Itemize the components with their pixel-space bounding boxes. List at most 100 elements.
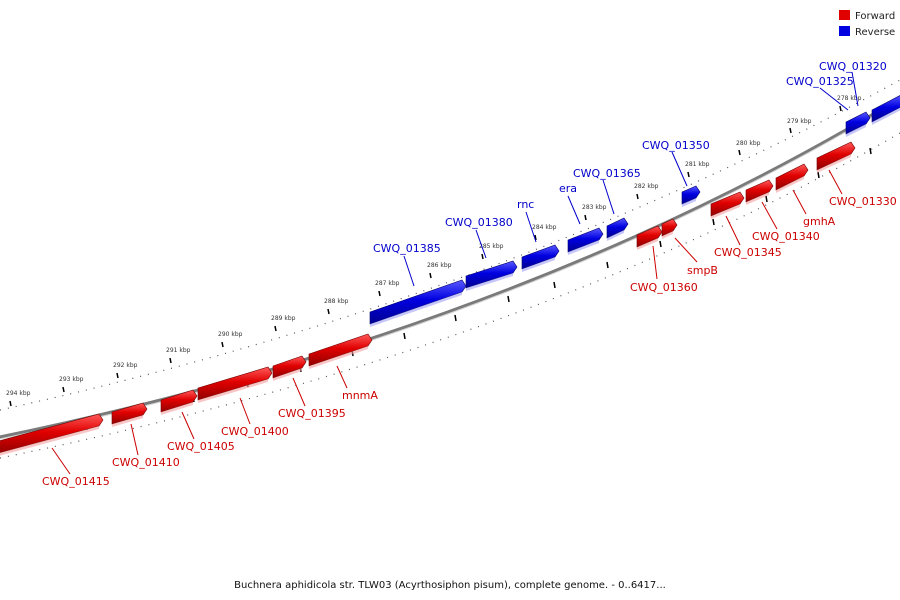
tick-label-288: 288 kbp xyxy=(324,298,349,305)
gene-feature-smpB[interactable] xyxy=(661,218,678,237)
genome-caption: Buchnera aphidicola str. TLW03 (Acyrthos… xyxy=(234,580,666,591)
gene-labels: CWQ_01320 CWQ_01325 CWQ_01350 CWQ_01365 … xyxy=(42,60,897,488)
major-tick xyxy=(454,314,457,322)
tick-label-292: 292 kbp xyxy=(113,362,138,369)
major-tick xyxy=(169,357,172,364)
major-tick xyxy=(712,218,715,226)
major-tick xyxy=(765,195,768,203)
major-tick xyxy=(584,214,587,221)
leader-line xyxy=(819,87,849,111)
gene-label-CWQ_01330: CWQ_01330 xyxy=(829,195,897,208)
tick-label-282: 282 kbp xyxy=(634,183,659,190)
leader-line xyxy=(475,229,487,259)
major-tick xyxy=(378,290,381,297)
gene-feature-CWQ_01325[interactable] xyxy=(845,111,871,135)
gene-feature-shadow xyxy=(112,415,143,427)
gene-feature-shadow xyxy=(872,107,900,125)
gene-label-CWQ_01350: CWQ_01350 xyxy=(642,139,710,152)
leader-line xyxy=(403,255,415,287)
upper-dotted-scale xyxy=(0,79,900,411)
tick-label-281: 281 kbp xyxy=(685,161,710,168)
gene-feature-CWQ_01320[interactable] xyxy=(871,95,900,123)
gene-label-CWQ_01365: CWQ_01365 xyxy=(573,167,641,180)
major-tick xyxy=(553,281,556,289)
leader-line xyxy=(851,71,859,107)
leader-line xyxy=(130,423,139,456)
major-tick xyxy=(659,240,662,248)
gene-feature-shadow xyxy=(637,238,658,250)
gene-feature-CWQ_01410[interactable] xyxy=(111,402,148,425)
major-tick xyxy=(9,400,12,407)
leader-line xyxy=(181,411,195,440)
major-tick xyxy=(534,234,537,241)
major-tick xyxy=(481,253,484,260)
major-tick xyxy=(789,127,792,134)
kbp-ticks: 278 kbp 279 kbp 280 kbp 281 kbp 282 kbp … xyxy=(0,79,900,459)
gene-feature-CWQ_01385[interactable] xyxy=(369,279,467,325)
gene-feature-CWQ_01405[interactable] xyxy=(160,389,198,413)
gene-label-rnc: rnc xyxy=(517,198,534,211)
leader-line xyxy=(828,169,843,195)
gene-feature-shadow xyxy=(161,402,193,415)
gene-feature-shadow xyxy=(568,240,599,255)
gene-label-CWQ_01395: CWQ_01395 xyxy=(278,407,346,420)
major-tick xyxy=(817,171,820,179)
gene-feature-shadow xyxy=(309,346,368,369)
gene-feature-shadow xyxy=(607,230,624,241)
gene-feature-CWQ_01395[interactable] xyxy=(272,355,307,379)
gene-feature-shadow xyxy=(846,124,866,137)
leader-line xyxy=(336,365,348,389)
gene-label-CWQ_01405: CWQ_01405 xyxy=(167,440,235,453)
leader-line xyxy=(725,215,741,246)
gene-feature-CWQ_01365[interactable] xyxy=(606,217,629,239)
gene-feature-CWQ_01345[interactable] xyxy=(710,191,745,217)
leader-line xyxy=(652,245,658,280)
tick-label-287: 287 kbp xyxy=(375,280,400,287)
major-tick xyxy=(606,261,609,269)
gene-feature-shadow xyxy=(522,257,555,272)
gene-feature-CWQ_01400[interactable] xyxy=(197,366,273,401)
gene-features xyxy=(0,95,900,456)
gene-label-CWQ_01325: CWQ_01325 xyxy=(786,75,854,88)
legend-label-forward: Forward xyxy=(855,11,895,22)
gene-feature-CWQ_01415[interactable] xyxy=(0,413,104,454)
major-tick xyxy=(221,341,224,348)
gene-label-CWQ_01380: CWQ_01380 xyxy=(445,216,513,229)
gene-label-gmhA: gmhA xyxy=(803,215,836,228)
tick-label-286: 286 kbp xyxy=(427,262,452,269)
gene-label-CWQ_01345: CWQ_01345 xyxy=(714,246,782,259)
leader-line xyxy=(674,237,698,263)
tick-label-289: 289 kbp xyxy=(271,315,296,322)
gene-feature-CWQ_01340[interactable] xyxy=(745,179,774,203)
backbone-line xyxy=(0,96,900,439)
major-tick xyxy=(116,372,119,379)
leader-line xyxy=(239,397,251,425)
gene-feature-shadow xyxy=(711,204,740,219)
gene-feature-shadow xyxy=(0,426,99,456)
gene-feature-CWQ_01360[interactable] xyxy=(636,225,663,248)
gene-label-CWQ_01400: CWQ_01400 xyxy=(221,425,289,438)
gene-label-CWQ_01385: CWQ_01385 xyxy=(373,242,441,255)
gene-feature-gmhA[interactable] xyxy=(775,163,809,191)
gene-feature-CWQ_01350[interactable] xyxy=(681,185,701,205)
gene-feature-rnc[interactable] xyxy=(521,244,560,270)
gene-feature-era[interactable] xyxy=(567,227,604,253)
legend-swatch-forward xyxy=(839,10,850,20)
gene-feature-shadow xyxy=(817,154,851,173)
tick-label-290: 290 kbp xyxy=(218,331,243,338)
tick-label-285: 285 kbp xyxy=(479,243,504,250)
gene-label-CWQ_01320: CWQ_01320 xyxy=(819,60,887,73)
gene-feature-mnmA[interactable] xyxy=(308,333,373,367)
gene-feature-CWQ_01330[interactable] xyxy=(816,141,856,171)
gene-label-CWQ_01340: CWQ_01340 xyxy=(752,230,820,243)
leader-line xyxy=(792,189,807,215)
gene-label-mnmA: mnmA xyxy=(342,389,378,402)
legend-swatch-reverse xyxy=(839,26,850,36)
legend-label-reverse: Reverse xyxy=(855,27,895,38)
major-tick xyxy=(687,171,690,178)
tick-label-278: 278 kbp xyxy=(837,95,862,102)
major-tick xyxy=(62,386,65,393)
gene-feature-shadow xyxy=(776,176,804,193)
gene-label-smpB: smpB xyxy=(687,264,718,277)
